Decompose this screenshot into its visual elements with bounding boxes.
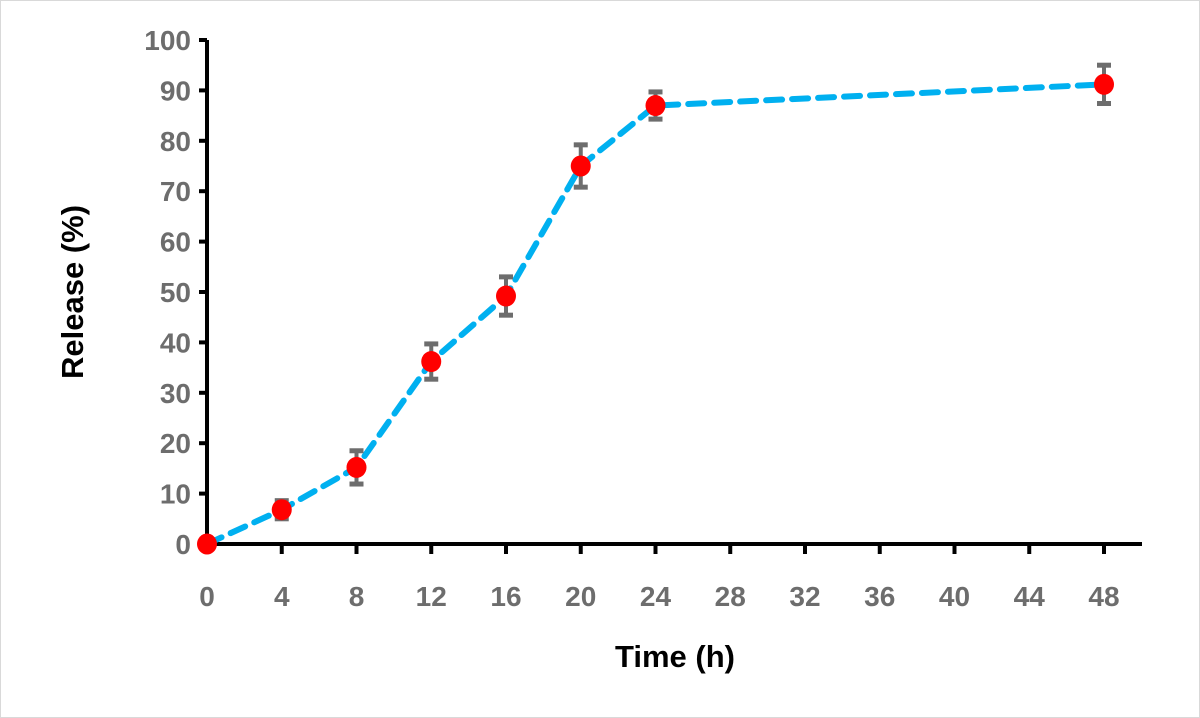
y-tick-label: 60 [160,227,191,258]
x-tick-label: 40 [939,581,970,612]
series-line [204,81,1107,547]
x-tick-label: 44 [1014,581,1046,612]
y-tick-label: 90 [160,75,191,106]
y-axis-title: Release (%) [55,205,90,379]
y-tick-label: 100 [144,25,191,56]
x-tick-label: 48 [1088,581,1119,612]
data-point [421,351,442,373]
x-tick-label: 0 [199,581,215,612]
data-point [197,533,217,555]
x-tick-label: 28 [715,581,746,612]
y-tick-label: 0 [175,529,191,560]
x-tick-label: 36 [864,581,895,612]
y-tick-label: 30 [160,378,191,409]
y-tick-label: 80 [160,126,191,157]
data-point [645,95,666,117]
data-point [496,285,516,307]
data-point [346,456,367,478]
x-tick-label: 20 [565,581,596,612]
data-point [1094,73,1114,95]
data-point [570,155,591,177]
y-tick-label: 50 [160,277,191,308]
x-tick-label: 12 [416,581,447,612]
y-tick-label: 70 [160,176,191,207]
x-tick-label: 8 [349,581,365,612]
y-tick-label: 40 [160,327,191,358]
y-tick-label: 10 [160,479,191,510]
data-point [271,499,292,521]
x-tick-label: 24 [640,581,672,612]
x-tick-label: 32 [789,581,820,612]
x-tick-label: 4 [274,581,290,612]
y-tick-label: 20 [160,428,191,459]
x-axis-title: Time (h) [615,639,735,674]
x-tick-label: 16 [490,581,521,612]
